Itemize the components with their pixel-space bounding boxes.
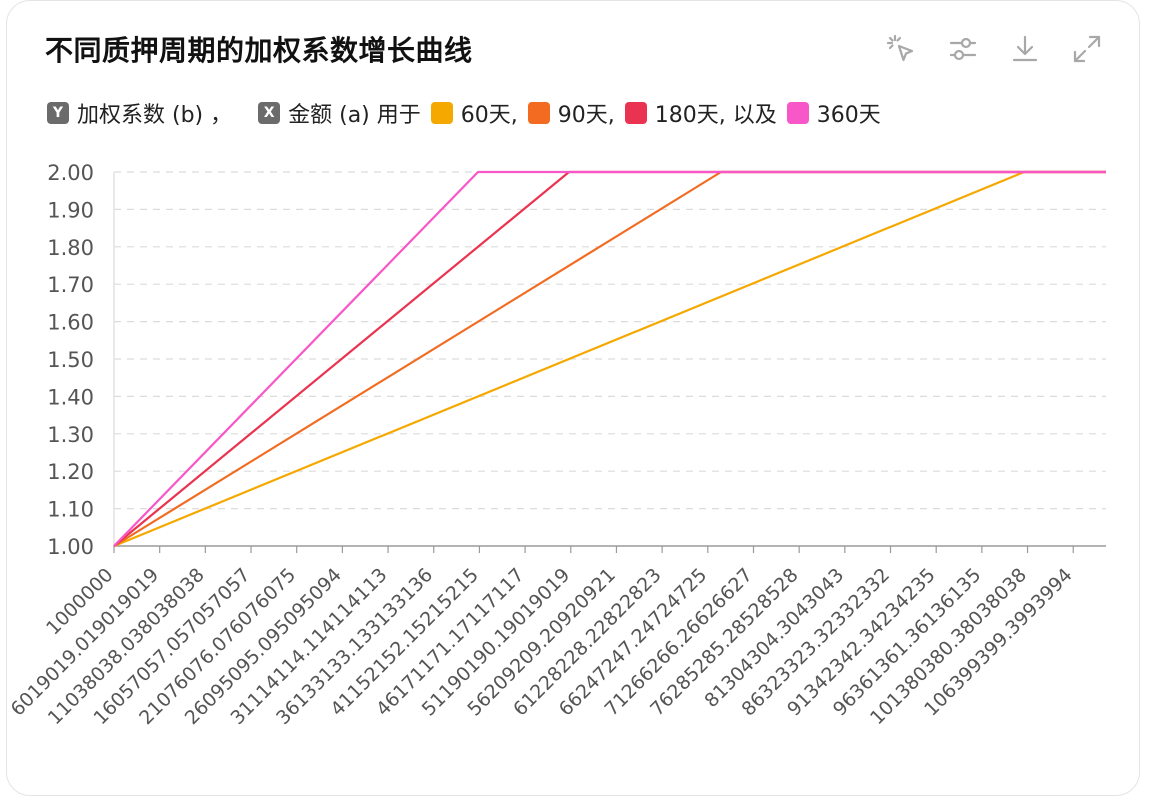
legend-swatch-180 bbox=[624, 102, 647, 124]
y-tick-label: 1.70 bbox=[47, 273, 94, 297]
legend-label-90[interactable]: 90天, bbox=[557, 103, 615, 128]
y-tick-label: 1.10 bbox=[47, 498, 94, 522]
y-axis-badge: Y bbox=[47, 102, 69, 124]
series-line-360天 bbox=[113, 170, 1106, 547]
chart-legend: Y 加权系数 (b) ， X 金额 (a) 用于 60天, 90天, 180天,… bbox=[47, 97, 881, 129]
fullscreen-button[interactable] bbox=[1069, 31, 1105, 67]
chart-card: 不同质押周期的加权系数增长曲线 bbox=[6, 0, 1140, 796]
legend-label-360[interactable]: 360天 bbox=[816, 103, 881, 128]
expand-icon bbox=[1073, 35, 1101, 63]
chart-toolbar bbox=[883, 31, 1105, 67]
legend-swatch-60 bbox=[430, 102, 453, 124]
y-tick-label: 2.00 bbox=[47, 161, 94, 185]
select-tool-button[interactable] bbox=[883, 31, 919, 67]
x-axis-legend-text: 金额 (a) 用于 bbox=[288, 103, 421, 128]
x-axis-badge: X bbox=[258, 102, 281, 124]
cursor-click-icon bbox=[886, 34, 914, 62]
sliders-icon bbox=[949, 37, 977, 61]
chart-title: 不同质押周期的加权系数增长曲线 bbox=[45, 34, 473, 67]
legend-swatch-360 bbox=[786, 102, 809, 124]
y-tick-label: 1.00 bbox=[47, 535, 94, 559]
download-icon bbox=[1012, 35, 1038, 62]
legend-swatch-90 bbox=[527, 102, 550, 124]
settings-tool-button[interactable] bbox=[945, 31, 981, 67]
y-tick-label: 1.40 bbox=[47, 385, 94, 409]
download-button[interactable] bbox=[1007, 31, 1043, 67]
y-tick-label: 1.80 bbox=[47, 236, 94, 260]
y-tick-label: 1.50 bbox=[47, 348, 94, 372]
y-tick-label: 1.20 bbox=[47, 460, 94, 484]
y-tick-label: 1.30 bbox=[47, 423, 94, 447]
legend-label-60[interactable]: 60天, bbox=[460, 103, 518, 128]
y-tick-label: 1.60 bbox=[47, 311, 94, 335]
y-tick-label: 1.90 bbox=[47, 198, 94, 222]
y-axis-legend-text: 加权系数 (b) ， bbox=[77, 103, 233, 128]
legend-label-180[interactable]: 180天, 以及 bbox=[654, 103, 777, 128]
